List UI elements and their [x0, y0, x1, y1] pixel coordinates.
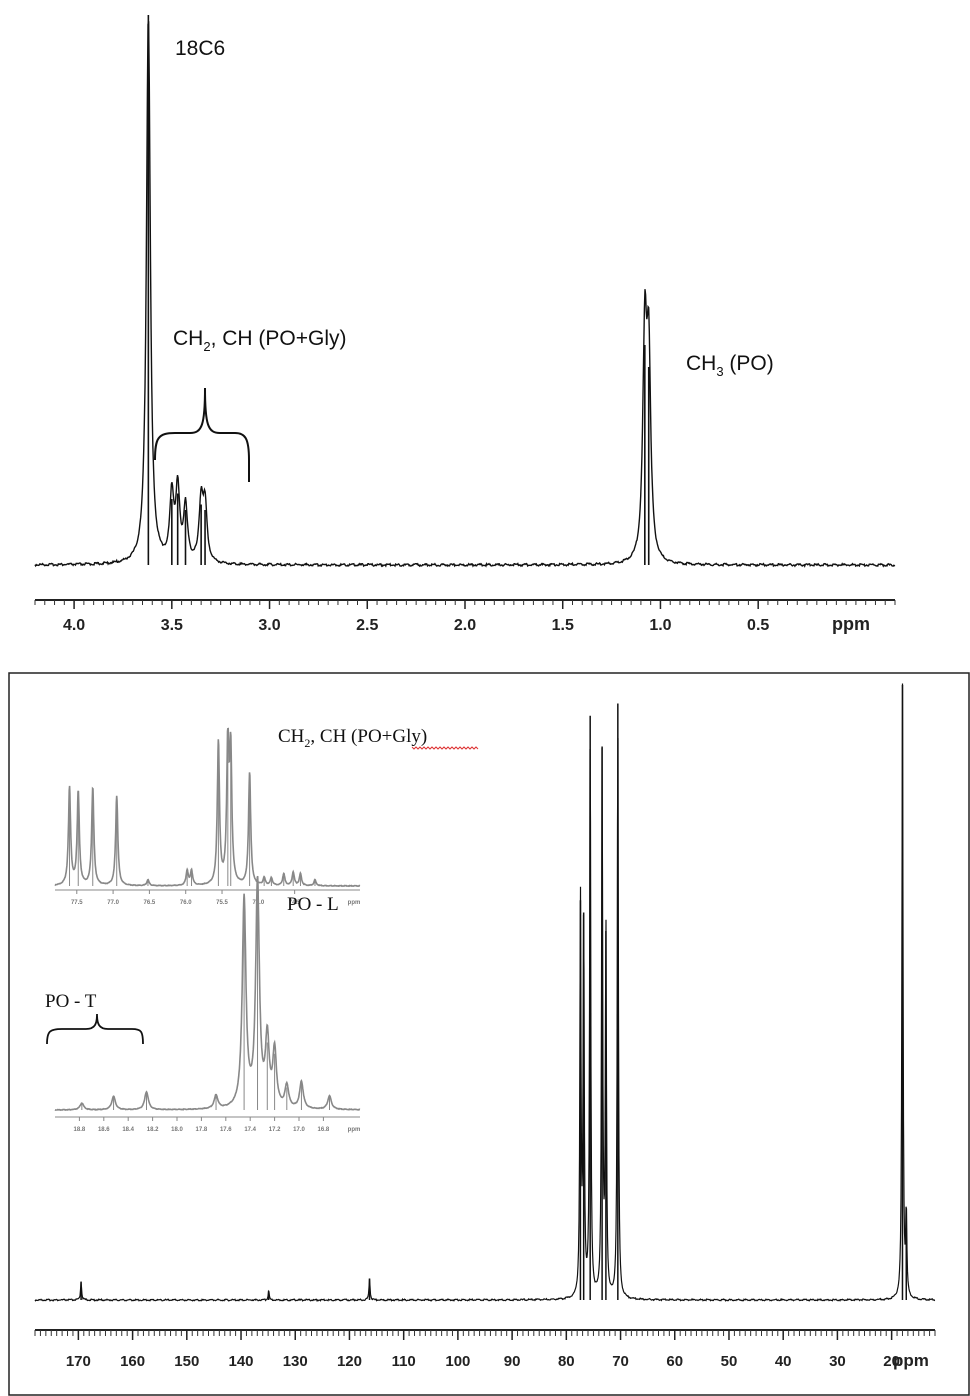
annotation-18c6: 18C6: [175, 37, 225, 60]
c13-spectrum-trace-group: [34, 683, 936, 1302]
inset2-tick-label: 18.6: [98, 1127, 110, 1133]
annotation-ch2-main: CH: [173, 327, 203, 350]
inset1-tick-label: 76.0: [180, 900, 192, 906]
inset1-tick-label: 75.5: [216, 900, 228, 906]
annotation-ch3-sub: 3: [716, 364, 723, 379]
inset2-tick-label: 17.2: [269, 1127, 281, 1133]
inset1-tick-label: 77.0: [107, 900, 119, 906]
inset2-trace: [54, 875, 361, 1112]
inset1-tick-label: 76.5: [144, 900, 156, 906]
annotation-ch3-main: CH: [686, 352, 716, 375]
inset-ch2-ch-region: 77.5 77.0 76.5 76.0 75.5 75.0 74.5 ppm: [54, 727, 361, 906]
inset2-tick-label: 17.0: [293, 1127, 305, 1133]
c13-tick-label: 90: [504, 1353, 521, 1370]
spellcheck-underline: [411, 746, 479, 750]
c13-tick-label: 70: [612, 1353, 629, 1370]
h1-tick-label: 2.0: [454, 617, 476, 634]
c13-axis-ticks: [34, 1330, 936, 1340]
c13-tick-label: 170: [66, 1353, 91, 1370]
bracket-po-t: [46, 1013, 144, 1045]
annotation-ch2-ch-po-gly: CH2, CH (PO+Gly): [173, 327, 347, 354]
h1-trace: [34, 21, 896, 568]
inset1-tick-label: 77.5: [71, 900, 83, 906]
inset2-tick-label: 17.8: [196, 1127, 208, 1133]
annotation-po-l: PO - L: [287, 894, 339, 915]
inset1-trace: [54, 727, 361, 888]
h1-tick-label: 4.0: [63, 617, 85, 634]
c13-tick-label: 140: [229, 1353, 254, 1370]
c13-tick-label: 40: [775, 1353, 792, 1370]
c13-panel-frame: [8, 672, 970, 1396]
c13-tick-label: 50: [721, 1353, 738, 1370]
c13-tick-label: 60: [666, 1353, 683, 1370]
c13-nmr-spectrum: 170 160 150 140 130 120 110 100 90 80 70 60 50 40 30 20…: [8, 672, 970, 1396]
h1-tick-label: 3.0: [258, 617, 280, 634]
c13-tick-label: 160: [120, 1353, 145, 1370]
c13-axis-unit-label: ppm: [893, 1351, 929, 1370]
annotation-c13-ch2-rest: , CH (PO+Gly): [310, 726, 427, 747]
annotation-c13-ch2-main: CH: [278, 726, 305, 747]
inset2-tick-label: 18.8: [74, 1127, 86, 1133]
c13-tick-label: 120: [337, 1353, 362, 1370]
inset2-tick-label: 18.4: [122, 1127, 134, 1133]
inset2-unit-label: ppm: [348, 1127, 361, 1133]
inset1-unit-label: ppm: [348, 900, 361, 906]
inset-ch3-region: 18.8 18.6 18.4 18.2 18.0 17.8 17.6 17.4 17.2 17.0…: [54, 875, 361, 1133]
inset2-tick-label: 18.2: [147, 1127, 159, 1133]
c13-tick-label: 130: [283, 1353, 308, 1370]
c13-tick-label: 30: [829, 1353, 846, 1370]
h1-axis-unit-label: ppm: [832, 614, 870, 634]
h1-tick-label: 1.0: [649, 617, 671, 634]
annotation-po-t: PO - T: [45, 991, 97, 1012]
c13-tick-label: 110: [392, 1353, 416, 1370]
c13-tick-label: 100: [445, 1353, 470, 1370]
h1-tick-label: 2.5: [356, 617, 378, 634]
annotation-c13-ch2-sub: 2: [304, 736, 310, 750]
h1-tick-label: 1.5: [552, 617, 574, 634]
inset2-tick-label: 17.6: [220, 1127, 232, 1133]
annotation-c13-ch2-ch: CH2, CH (PO+Gly): [278, 726, 427, 750]
h1-nmr-spectrum: 4.0 3.5 3.0 2.5 2.0 1.5 1.0 0.5 ppm 18C6 CH2, C…: [34, 15, 896, 634]
h1-spectrum-trace-group: [34, 15, 896, 568]
annotation-ch3-po: CH3 (PO): [686, 352, 774, 379]
h1-axis-ticks: [34, 600, 896, 609]
inset1-tick-label: 74.5: [289, 900, 301, 906]
c13-tick-label: 20: [883, 1353, 900, 1370]
c13-tick-label: 80: [558, 1353, 575, 1370]
h1-tick-label: 3.5: [161, 617, 183, 634]
h1-tick-label: 0.5: [747, 617, 769, 634]
inset2-tick-label: 16.8: [318, 1127, 330, 1133]
bracket-ch2-ch: [154, 387, 250, 482]
c13-axis-tick-labels: 170 160 150 140 130 120 110 100 90 80 70 60 50 40 30 20: [66, 1353, 900, 1370]
h1-axis-tick-labels: 4.0 3.5 3.0 2.5 2.0 1.5 1.0 0.5: [63, 617, 769, 634]
inset2-tick-label: 18.0: [171, 1127, 183, 1133]
annotation-ch3-rest: (PO): [724, 352, 774, 375]
annotation-ch2-rest: , CH (PO+Gly): [211, 327, 347, 350]
annotation-ch2-sub: 2: [203, 339, 210, 354]
inset2-tick-label: 17.4: [244, 1127, 256, 1133]
c13-trace: [34, 683, 936, 1302]
c13-tick-label: 150: [174, 1353, 199, 1370]
